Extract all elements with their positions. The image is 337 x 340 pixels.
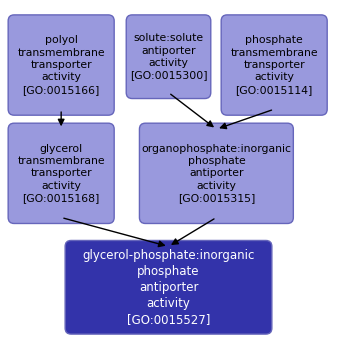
Text: phosphate
transmembrane
transporter
activity
[GO:0015114]: phosphate transmembrane transporter acti… [231,35,318,95]
FancyBboxPatch shape [8,15,114,115]
Text: organophosphate:inorganic
phosphate
antiporter
activity
[GO:0015315]: organophosphate:inorganic phosphate anti… [142,143,292,203]
FancyBboxPatch shape [221,15,327,115]
FancyBboxPatch shape [8,123,114,223]
FancyBboxPatch shape [65,240,272,334]
Text: solute:solute
antiporter
activity
[GO:0015300]: solute:solute antiporter activity [GO:00… [130,33,207,80]
FancyBboxPatch shape [140,123,293,223]
Text: glycerol-phosphate:inorganic
phosphate
antiporter
activity
[GO:0015527]: glycerol-phosphate:inorganic phosphate a… [82,249,255,326]
Text: polyol
transmembrane
transporter
activity
[GO:0015166]: polyol transmembrane transporter activit… [17,35,105,95]
FancyBboxPatch shape [126,15,211,99]
Text: glycerol
transmembrane
transporter
activity
[GO:0015168]: glycerol transmembrane transporter activ… [17,143,105,203]
